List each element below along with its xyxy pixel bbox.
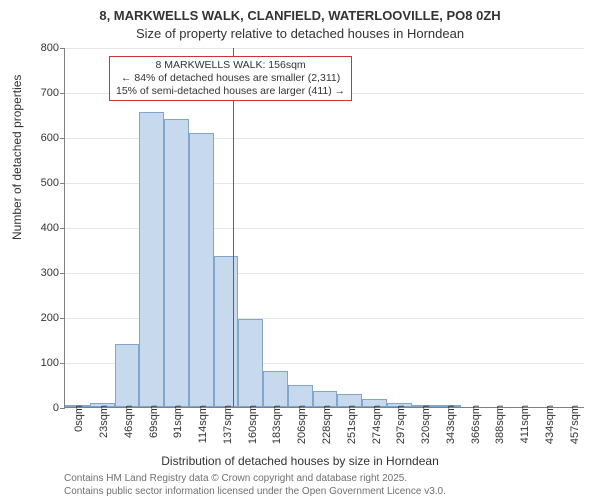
ytick-mark: [60, 318, 65, 319]
annotation-line3: 15% of semi-detached houses are larger (…: [116, 85, 345, 97]
credit-text: Contains HM Land Registry data © Crown c…: [64, 473, 446, 498]
xtick-label: 0sqm: [73, 405, 85, 432]
xtick-label: 411sqm: [519, 405, 531, 443]
plot-area: 01002003004005006007008000sqm23sqm46sqm6…: [64, 48, 584, 408]
xtick-label: 343sqm: [445, 405, 457, 444]
ytick-label: 600: [29, 132, 59, 144]
ytick-label: 100: [29, 357, 59, 369]
xtick-label: 228sqm: [321, 405, 333, 444]
credit-line2: Contains public sector information licen…: [64, 486, 446, 497]
xtick-label: 297sqm: [395, 405, 407, 444]
histogram-chart: 8, MARKWELLS WALK, CLANFIELD, WATERLOOVI…: [0, 0, 600, 500]
ytick-mark: [60, 228, 65, 229]
xtick-label: 388sqm: [494, 405, 506, 444]
xtick-label: 206sqm: [296, 405, 308, 444]
xtick-label: 23sqm: [98, 405, 110, 438]
xtick-label: 434sqm: [544, 405, 556, 444]
y-axis-label: Number of detached properties: [10, 75, 24, 240]
annotation-line2: ← 84% of detached houses are smaller (2,…: [121, 72, 340, 84]
ytick-label: 300: [29, 267, 59, 279]
xtick-label: 69sqm: [148, 405, 160, 438]
histogram-bar: [164, 119, 189, 407]
histogram-bar: [288, 385, 313, 408]
chart-subtitle: Size of property relative to detached ho…: [0, 26, 600, 41]
histogram-bar: [263, 371, 288, 407]
histogram-bar: [139, 112, 164, 407]
ytick-label: 400: [29, 222, 59, 234]
ytick-label: 700: [29, 87, 59, 99]
xtick-label: 137sqm: [222, 405, 234, 444]
marker-line: [233, 48, 234, 407]
ytick-label: 0: [29, 402, 59, 414]
annotation-box: 8 MARKWELLS WALK: 156sqm ← 84% of detach…: [109, 56, 352, 101]
ytick-mark: [60, 363, 65, 364]
xtick-label: 366sqm: [470, 405, 482, 444]
xtick-label: 114sqm: [197, 405, 209, 443]
xtick-label: 457sqm: [569, 405, 581, 444]
credit-line1: Contains HM Land Registry data © Crown c…: [64, 473, 407, 484]
xtick-label: 183sqm: [271, 405, 283, 444]
ytick-mark: [60, 273, 65, 274]
gridline: [65, 48, 584, 49]
chart-title: 8, MARKWELLS WALK, CLANFIELD, WATERLOOVI…: [0, 8, 600, 23]
annotation-line1: 8 MARKWELLS WALK: 156sqm: [156, 59, 306, 71]
xtick-label: 320sqm: [420, 405, 432, 444]
histogram-bar: [189, 133, 214, 408]
ytick-label: 500: [29, 177, 59, 189]
ytick-mark: [60, 138, 65, 139]
ytick-mark: [60, 183, 65, 184]
xtick-label: 274sqm: [371, 405, 383, 444]
xtick-label: 46sqm: [123, 405, 135, 438]
ytick-mark: [60, 93, 65, 94]
histogram-bar: [238, 319, 263, 407]
ytick-label: 800: [29, 42, 59, 54]
xtick-label: 251sqm: [346, 405, 358, 444]
histogram-bar: [115, 344, 140, 407]
ytick-label: 200: [29, 312, 59, 324]
ytick-mark: [60, 408, 65, 409]
xtick-label: 91sqm: [172, 405, 184, 438]
x-axis-label: Distribution of detached houses by size …: [0, 454, 600, 468]
histogram-bar: [214, 256, 239, 407]
xtick-label: 160sqm: [247, 405, 259, 444]
ytick-mark: [60, 48, 65, 49]
